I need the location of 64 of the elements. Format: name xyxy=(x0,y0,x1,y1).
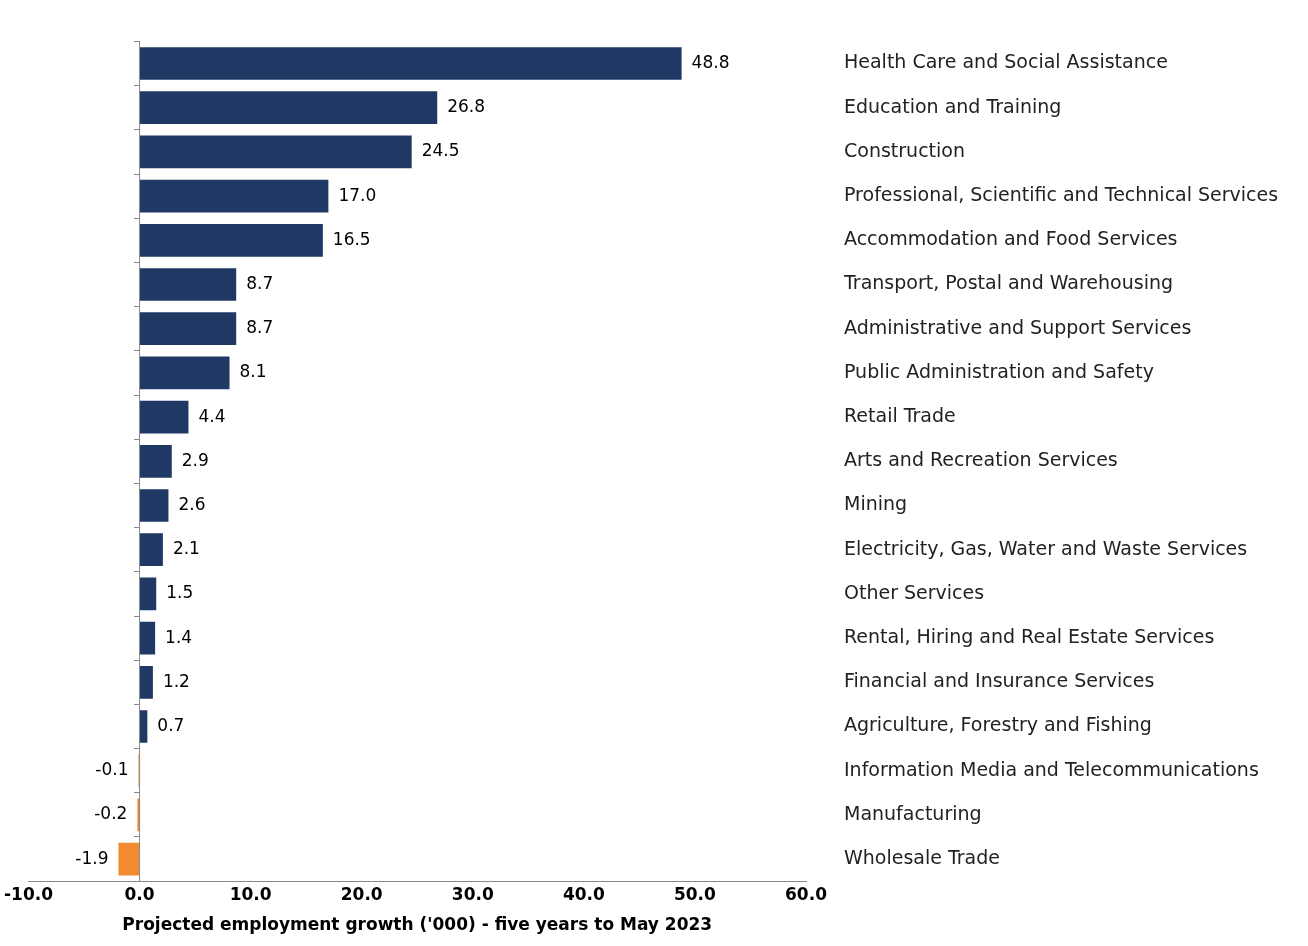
data-label: -1.9 xyxy=(75,847,109,868)
data-label: 2.9 xyxy=(181,449,209,470)
bar xyxy=(139,91,438,125)
x-tick-label: 60.0 xyxy=(785,883,828,904)
bar xyxy=(139,179,329,213)
x-tick-label: -10.0 xyxy=(4,883,54,904)
data-label: 16.5 xyxy=(332,228,371,249)
x-tick-label: 30.0 xyxy=(451,883,494,904)
data-label: -0.2 xyxy=(94,803,128,824)
data-label: 4.4 xyxy=(198,405,226,426)
x-tick-label: 10.0 xyxy=(229,883,272,904)
data-label: -0.1 xyxy=(95,759,129,780)
data-label: 2.1 xyxy=(172,538,200,559)
data-label: 8.7 xyxy=(246,272,274,293)
bar xyxy=(139,533,163,567)
bar xyxy=(139,621,156,655)
data-label: 8.1 xyxy=(239,361,267,382)
y-tick-label: Manufacturing xyxy=(844,801,982,824)
bar xyxy=(118,842,140,876)
y-tick-label: Education and Training xyxy=(844,94,1062,117)
x-tick-label: 40.0 xyxy=(562,883,605,904)
bar xyxy=(139,312,237,346)
x-tick-label: 20.0 xyxy=(340,883,383,904)
bar xyxy=(139,135,412,169)
y-tick-label: Financial and Insurance Services xyxy=(844,669,1155,692)
y-tick-label: Retail Trade xyxy=(844,404,956,427)
data-label: 26.8 xyxy=(447,96,486,117)
data-label: 17.0 xyxy=(338,184,377,205)
y-tick-label: Wholesale Trade xyxy=(844,846,1000,869)
bar xyxy=(139,489,169,522)
data-label: 8.7 xyxy=(246,317,274,338)
bar xyxy=(139,356,230,390)
y-tick-label: Arts and Recreation Services xyxy=(844,448,1118,471)
y-tick-label: Professional, Scientific and Technical Services xyxy=(844,183,1279,206)
bar xyxy=(139,223,323,257)
bar xyxy=(139,47,682,80)
y-tick-label: Rental, Hiring and Real Estate Services xyxy=(844,625,1215,648)
x-tick-label: 50.0 xyxy=(673,883,717,904)
y-tick-label: Other Services xyxy=(844,580,985,603)
y-tick-label: Mining xyxy=(844,492,908,515)
x-tick-label: 0.0 xyxy=(124,883,155,904)
y-tick-label: Health Care and Social Assistance xyxy=(844,50,1168,73)
x-axis-title: Projected employment growth ('000) - five years to May 2023 xyxy=(122,914,713,935)
data-label: 1.4 xyxy=(165,626,193,647)
bar xyxy=(139,577,157,611)
y-tick-label: Public Administration and Safety xyxy=(844,359,1154,382)
data-label: 48.8 xyxy=(691,51,730,72)
y-tick-label: Construction xyxy=(844,138,965,161)
bar xyxy=(139,268,237,301)
y-tick-label: Accommodation and Food Services xyxy=(844,227,1178,250)
data-label: 1.2 xyxy=(162,670,190,691)
y-tick-label: Administrative and Support Services xyxy=(844,315,1192,338)
y-tick-label: Information Media and Telecommunications xyxy=(844,757,1259,780)
bar xyxy=(139,400,189,434)
data-label: 2.6 xyxy=(178,493,206,514)
bar xyxy=(139,665,153,699)
data-label: 1.5 xyxy=(166,582,194,603)
y-tick-label: Electricity, Gas, Water and Waste Services xyxy=(844,536,1248,559)
y-tick-label: Agriculture, Forestry and Fishing xyxy=(844,713,1152,736)
y-tick-label: Transport, Postal and Warehousing xyxy=(843,271,1174,294)
data-label: 0.7 xyxy=(157,714,185,735)
bar xyxy=(139,444,172,478)
bar xyxy=(139,710,148,743)
data-label: 24.5 xyxy=(421,140,460,161)
